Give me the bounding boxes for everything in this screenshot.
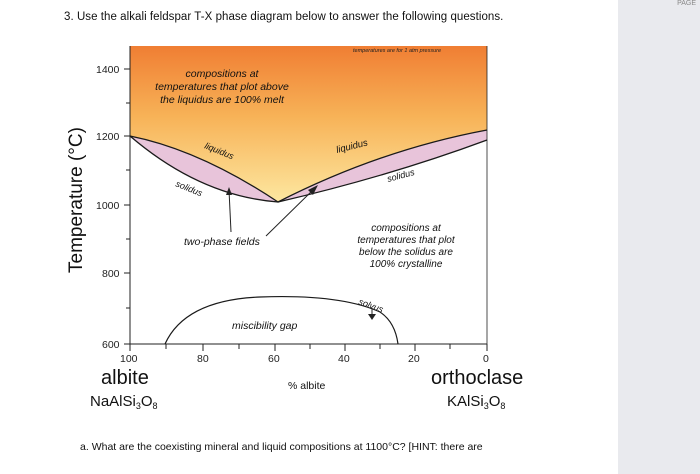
arrowhead-right (308, 185, 318, 195)
y-tick-1400: 1400 (96, 64, 120, 76)
albite-formula: NaAlSi3O8 (90, 393, 158, 411)
crystal-note-line-4: 100% crystalline (370, 259, 443, 270)
sub-question-a: a. What are the coexisting mineral and l… (80, 441, 483, 453)
question-3: 3. Use the alkali feldspar T-X phase dia… (64, 11, 503, 23)
x-tick-100: 100 (120, 353, 138, 365)
melt-note-line-1: compositions at (186, 68, 260, 80)
crystalline-note: compositions at temperatures that plot b… (357, 223, 455, 270)
arrow-left-two-phase (228, 189, 232, 233)
y-tick-1200: 1200 (96, 131, 120, 143)
corner-tag: PAGE (677, 0, 696, 7)
y-axis-label: Temperature (°C) (66, 127, 87, 273)
orthoclase-formula: KAlSi3O8 (447, 393, 505, 411)
melt-note: compositions at temperatures that plot a… (155, 68, 289, 106)
two-phase-label: two-phase fields (184, 236, 261, 248)
arrowhead-solvus (368, 314, 376, 320)
orthoclase-label: orthoclase (431, 367, 523, 389)
crystal-note-line-1: compositions at (371, 223, 442, 234)
sub-question-letter: a. (80, 441, 89, 453)
albite-label: albite (101, 367, 149, 389)
melt-note-line-3: the liquidus are 100% melt (160, 94, 285, 106)
x-tick-40: 40 (338, 353, 350, 365)
miscibility-gap-label: miscibility gap (232, 320, 298, 332)
x-tick-20: 20 (408, 353, 420, 365)
question-text: Use the alkali feldspar T-X phase diagra… (76, 11, 504, 23)
arrow-right-two-phase (265, 187, 316, 237)
melt-note-line-2: temperatures that plot above (155, 81, 289, 93)
melt-region (130, 46, 487, 202)
y-tick-1000: 1000 (96, 200, 120, 212)
question-number: 3. (64, 11, 74, 23)
pressure-note: temperatures are for 1 atm pressure (353, 48, 441, 54)
margin-strip: PAGE (618, 0, 700, 474)
y-tick-800: 800 (102, 268, 120, 280)
x-tick-60: 60 (268, 353, 280, 365)
solvus-label: solvus (357, 296, 385, 314)
x-axis-label: % albite (288, 380, 326, 392)
y-ticks (124, 68, 130, 345)
two-phase-field-left (130, 136, 278, 202)
solvus-curve (164, 295, 399, 345)
x-tick-80: 80 (197, 353, 209, 365)
arrowhead-left (226, 187, 232, 195)
phase-diagram: 1400 1200 1000 800 600 100 80 60 40 20 0… (66, 46, 523, 411)
y-tick-600: 600 (102, 339, 120, 351)
crystal-note-line-3: below the solidus are (359, 247, 453, 258)
solidus-curve (129, 135, 488, 203)
sub-question-text: What are the coexisting mineral and liqu… (91, 441, 483, 453)
crystal-note-line-2: temperatures that plot (357, 235, 455, 246)
two-phase-field-right (278, 130, 487, 202)
x-tick-0: 0 (483, 353, 489, 365)
x-ticks (129, 344, 488, 351)
